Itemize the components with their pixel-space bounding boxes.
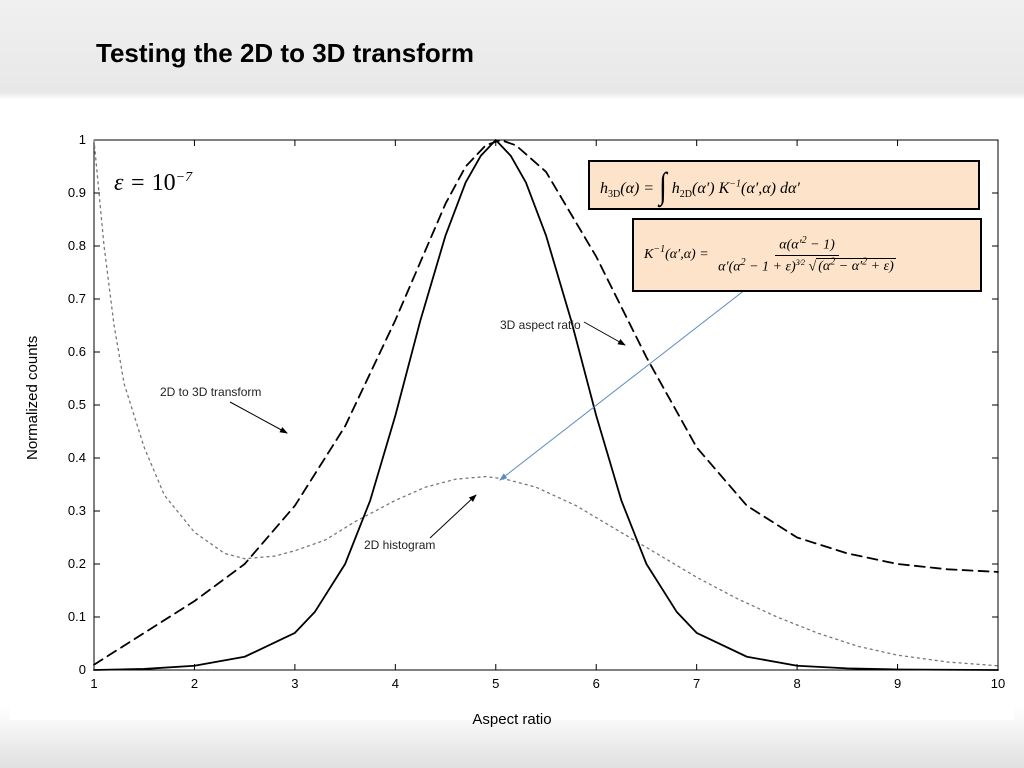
epsilon-annotation: ε = 10−7 xyxy=(114,170,192,197)
svg-text:5: 5 xyxy=(492,676,499,691)
svg-text:7: 7 xyxy=(693,676,700,691)
svg-text:0.3: 0.3 xyxy=(68,503,86,518)
annot-2d-to-3d: 2D to 3D transform xyxy=(160,385,261,399)
svg-text:0.5: 0.5 xyxy=(68,397,86,412)
page-title: Testing the 2D to 3D transform xyxy=(96,38,474,69)
svg-text:0: 0 xyxy=(79,662,86,677)
svg-text:0.6: 0.6 xyxy=(68,344,86,359)
svg-text:6: 6 xyxy=(593,676,600,691)
svg-text:0.9: 0.9 xyxy=(68,185,86,200)
svg-text:1: 1 xyxy=(90,676,97,691)
svg-text:2: 2 xyxy=(191,676,198,691)
chart-panel: 1 2 3 4 5 6 7 8 9 10 0 0.1 0.2 0.3 0.4 0.5 0.6 0.7 0.8 0.9 1… xyxy=(10,100,1014,720)
svg-text:8: 8 xyxy=(793,676,800,691)
svg-text:10: 10 xyxy=(991,676,1005,691)
y-axis-label: Normalized counts xyxy=(24,336,41,460)
formula-box-h3d: h3D(α) = ∫ h2D(α′) K−1(α′,α) dα′ xyxy=(588,160,980,210)
annot-2d-hist: 2D histogram xyxy=(364,538,435,552)
svg-text:1: 1 xyxy=(79,132,86,147)
svg-text:4: 4 xyxy=(392,676,399,691)
svg-text:0.1: 0.1 xyxy=(68,609,86,624)
svg-text:0.7: 0.7 xyxy=(68,291,86,306)
formula-box-kernel: K−1(α′,α) = α(α′2 − 1) α′(α2 − 1 + ε)3⁄2… xyxy=(632,218,982,292)
svg-text:9: 9 xyxy=(894,676,901,691)
svg-text:0.8: 0.8 xyxy=(68,238,86,253)
svg-text:3: 3 xyxy=(291,676,298,691)
svg-text:0.2: 0.2 xyxy=(68,556,86,571)
annot-3d-aspect: 3D aspect ratio xyxy=(500,318,581,332)
svg-text:0.4: 0.4 xyxy=(68,450,86,465)
x-axis-label: Aspect ratio xyxy=(10,711,1014,728)
